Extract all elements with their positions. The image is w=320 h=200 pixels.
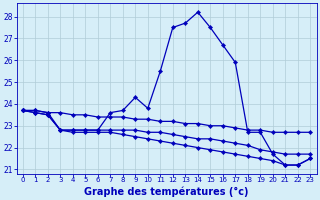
X-axis label: Graphe des températures (°c): Graphe des températures (°c) <box>84 186 249 197</box>
